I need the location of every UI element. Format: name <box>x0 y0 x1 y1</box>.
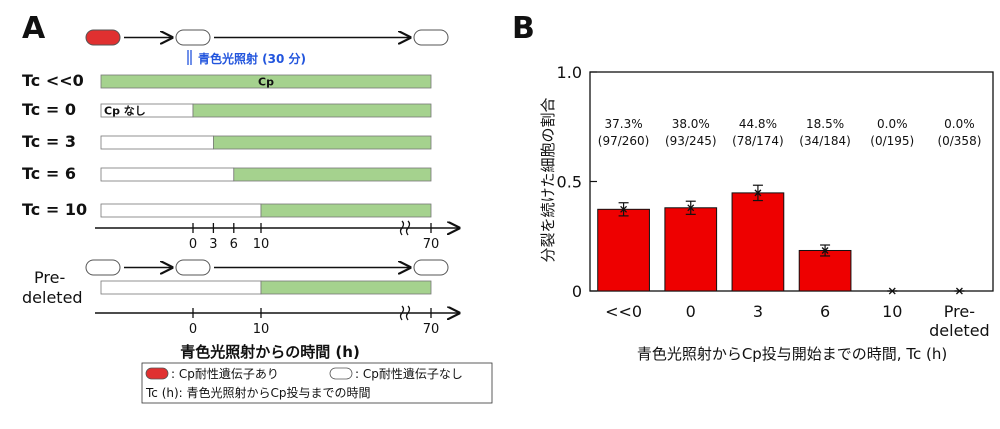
deleted-pill <box>85 259 121 276</box>
axis-break <box>405 305 411 321</box>
data-point <box>620 205 628 213</box>
cp-bar <box>260 203 432 218</box>
x-tick-label: <<0 <box>605 302 642 321</box>
y-tick-label: 0.5 <box>557 173 582 192</box>
top-pill-timeline <box>85 29 449 46</box>
legend-box <box>141 362 493 404</box>
data-point <box>955 287 963 295</box>
count-label: (97/260) <box>598 134 650 148</box>
cp-bar <box>233 167 432 182</box>
bar <box>664 207 718 292</box>
count-label: (78/174) <box>732 134 784 148</box>
axis-tick-label: 6 <box>230 237 238 252</box>
predeleted-bar <box>100 280 432 295</box>
axis-tick-label: 3 <box>209 237 217 252</box>
data-point <box>754 189 762 197</box>
count-label: (34/184) <box>799 134 851 148</box>
axis-tick-label: 10 <box>253 237 270 252</box>
legend-red-pill <box>145 367 169 380</box>
bottom-pill-timeline <box>85 259 449 276</box>
bar <box>731 192 785 292</box>
axis-tick-label: 70 <box>423 237 440 252</box>
legend: : Cp耐性遺伝子あり : Cp耐性遺伝子なし Tc (h): 青色光照射からC… <box>141 362 493 404</box>
y-tick-label: 0 <box>572 282 582 301</box>
predeleted-label: Pre- deleted <box>22 268 83 307</box>
deleted-pill <box>175 259 211 276</box>
deleted-pill <box>413 29 449 46</box>
percent-label: 18.5% <box>806 117 844 131</box>
x-tick-label: 10 <box>882 302 902 321</box>
panel-a-letter: A <box>22 11 46 46</box>
axis-break <box>399 220 405 236</box>
axis-break <box>399 305 405 321</box>
x-tick-label: 0 <box>686 302 696 321</box>
percent-label: 44.8% <box>739 117 777 131</box>
row-label: Tc = 0 <box>22 100 76 119</box>
count-label: (93/245) <box>665 134 717 148</box>
deleted-pill <box>413 259 449 276</box>
axis-tick-label: 0 <box>189 322 197 337</box>
axis-title: 青色光照射からの時間 (h) <box>180 343 360 361</box>
panel-b-letter: B <box>512 11 535 46</box>
bar-text: Cp なし <box>104 105 146 118</box>
y-tick-label: 1.0 <box>557 63 582 82</box>
x-tick-label: Pre- <box>944 302 975 321</box>
x-tick-label: 3 <box>753 302 763 321</box>
data-point <box>687 204 695 212</box>
bar-chart: 0 0.5 1.0 37.3% (97/260) <<0 38.0% (93/245) 0 44.… <box>557 63 994 340</box>
x-axis-label: 青色光照射からCp投与開始までの時間, Tc (h) <box>637 345 947 363</box>
axis-break <box>405 220 411 236</box>
cp-bar <box>212 135 432 150</box>
data-point <box>821 247 829 254</box>
percent-label: 37.3% <box>605 117 643 131</box>
count-label: (0/358) <box>937 134 981 148</box>
cp-bar <box>192 103 432 118</box>
no-cp-bar <box>100 167 235 182</box>
y-axis-label: 分裂を続けた細胞の割合 <box>539 97 557 262</box>
time-axis-1: 0 3 6 10 70 <box>95 220 459 252</box>
percent-label: 0.0% <box>877 117 908 131</box>
bar <box>597 208 650 292</box>
row-label: Tc = 6 <box>22 164 76 183</box>
light-marker: 青色光照射 (30 分) <box>187 50 306 66</box>
axis-tick-label: 0 <box>189 237 197 252</box>
bar-text: Cp <box>258 76 274 89</box>
axis-tick-label: 10 <box>253 322 270 337</box>
x-tick-label: 6 <box>820 302 830 321</box>
row-label: Tc = 10 <box>22 200 87 219</box>
no-cp-bar <box>100 203 262 218</box>
legend-red-label: : Cp耐性遺伝子あり <box>171 366 279 381</box>
row-label: Tc = 3 <box>22 132 76 151</box>
row-label: Tc <<0 <box>22 71 84 90</box>
light-label: 青色光照射 (30 分) <box>198 51 306 66</box>
percent-label: 0.0% <box>944 117 975 131</box>
cp-bar <box>100 74 432 89</box>
legend-white-pill <box>329 367 353 380</box>
plot-frame <box>589 71 994 292</box>
resistant-pill <box>85 29 121 46</box>
x-tick-label: deleted <box>929 321 990 340</box>
legend-tc-note: Tc (h): 青色光照射からCp投与までの時間 <box>145 385 371 400</box>
cp-bar <box>260 280 432 295</box>
deleted-pill <box>175 29 211 46</box>
time-axis-2: 0 10 70 <box>95 305 459 337</box>
bar <box>798 249 852 292</box>
no-cp-bar <box>100 135 214 150</box>
count-label: (0/195) <box>870 134 914 148</box>
data-point <box>888 287 896 295</box>
axis-tick-label: 70 <box>423 322 440 337</box>
percent-label: 38.0% <box>672 117 710 131</box>
legend-white-label: : Cp耐性遺伝子なし <box>355 366 463 381</box>
treatment-rows: Tc <<0 Cp Tc = 0 Cp なし Tc = 3 Tc = 6 Tc = 10 <box>22 71 432 219</box>
